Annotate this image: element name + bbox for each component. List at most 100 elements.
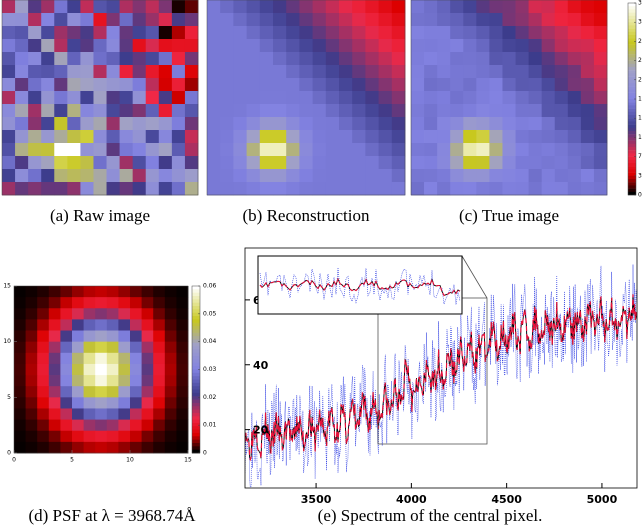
heatmap-cell bbox=[411, 104, 425, 118]
heatmap-cell bbox=[286, 117, 300, 131]
heatmap-cell bbox=[95, 341, 108, 354]
heatmap-cell bbox=[567, 26, 582, 40]
heatmap-cell bbox=[246, 130, 261, 144]
heatmap-cell bbox=[593, 0, 608, 14]
heatmap-cell bbox=[48, 408, 61, 420]
heatmap-cell bbox=[220, 169, 234, 183]
heatmap-cell bbox=[95, 430, 108, 443]
heatmap-cell bbox=[119, 13, 134, 27]
heatmap-cell bbox=[106, 156, 120, 170]
heatmap-cell bbox=[106, 130, 120, 144]
heatmap-cell bbox=[391, 39, 406, 53]
colorbar-tick-label: 0.02 bbox=[203, 394, 217, 401]
heatmap-cell bbox=[14, 419, 26, 432]
heatmap-cell bbox=[25, 341, 38, 354]
heatmap-cell bbox=[378, 104, 393, 118]
heatmap-cell bbox=[80, 39, 94, 53]
colorbar-step bbox=[628, 15, 636, 20]
heatmap-cell bbox=[72, 341, 84, 354]
heatmap-cell bbox=[141, 419, 154, 432]
colorbar-step bbox=[628, 159, 636, 164]
heatmap-cell bbox=[273, 39, 287, 53]
colorbar-step bbox=[192, 339, 200, 344]
heatmap-cell bbox=[502, 104, 516, 118]
caption: (b) Reconstruction bbox=[243, 206, 370, 225]
heatmap-cell bbox=[176, 419, 189, 432]
heatmap-cell bbox=[130, 430, 142, 443]
heatmap-cell bbox=[141, 375, 154, 387]
colorbar-step bbox=[192, 439, 200, 444]
heatmap-cell bbox=[54, 39, 68, 53]
heatmap-cell bbox=[259, 182, 274, 196]
heatmap-cell bbox=[106, 286, 119, 298]
heatmap-cell bbox=[391, 91, 406, 105]
heatmap-cell bbox=[145, 26, 160, 40]
heatmap-cell bbox=[106, 341, 119, 354]
heatmap-cell bbox=[54, 117, 68, 131]
heatmap-cell bbox=[541, 130, 556, 144]
heatmap-cell bbox=[141, 308, 154, 320]
heatmap-cell bbox=[145, 13, 160, 27]
heatmap-cell bbox=[158, 39, 173, 53]
colorbar-tick-label: 0 bbox=[203, 450, 207, 457]
heatmap-cell bbox=[72, 308, 84, 320]
heatmap-cell bbox=[83, 375, 96, 387]
heatmap-cell bbox=[593, 65, 608, 79]
heatmap-cell bbox=[220, 117, 234, 131]
heatmap-cell bbox=[48, 419, 61, 432]
heatmap-cell bbox=[437, 0, 451, 14]
heatmap-cell bbox=[502, 91, 516, 105]
heatmap-cell bbox=[41, 13, 55, 27]
heatmap-cell bbox=[220, 156, 234, 170]
heatmap-cell bbox=[352, 78, 366, 92]
heatmap-cell bbox=[54, 26, 68, 40]
heatmap-cell bbox=[259, 39, 274, 53]
heatmap-cell bbox=[567, 52, 582, 66]
heatmap-cell bbox=[580, 117, 595, 131]
heatmap-cell bbox=[60, 386, 73, 398]
heatmap-cell bbox=[93, 130, 107, 144]
heatmap-cell bbox=[312, 156, 327, 170]
heatmap-cell bbox=[93, 91, 107, 105]
heatmap-cell bbox=[72, 408, 84, 420]
heatmap-cell bbox=[273, 52, 287, 66]
heatmap-cell bbox=[515, 104, 529, 118]
heatmap-cell bbox=[37, 308, 50, 320]
heatmap-cell bbox=[118, 419, 131, 432]
heatmap-cell bbox=[153, 397, 166, 409]
heatmap-cell bbox=[164, 397, 177, 409]
heatmap-cell bbox=[391, 104, 406, 118]
heatmap-cell bbox=[286, 65, 300, 79]
colorbar-step bbox=[192, 416, 200, 420]
heatmap-cell bbox=[130, 352, 142, 365]
heatmap-cell bbox=[60, 419, 73, 432]
heatmap-cell bbox=[106, 65, 120, 79]
heatmap-cell bbox=[502, 26, 516, 40]
heatmap-cell bbox=[153, 330, 166, 343]
heatmap-cell bbox=[119, 104, 134, 118]
heatmap-cell bbox=[95, 297, 108, 309]
heatmap-cell bbox=[80, 169, 94, 183]
heatmap-cell bbox=[233, 52, 247, 66]
heatmap-cell bbox=[119, 182, 134, 196]
heatmap-cell bbox=[207, 91, 221, 105]
heatmap-cell bbox=[528, 65, 543, 79]
heatmap-cell bbox=[411, 169, 425, 183]
colorbar-step bbox=[628, 118, 636, 122]
heatmap-cell bbox=[502, 78, 516, 92]
heatmap-cell bbox=[93, 169, 107, 183]
heatmap-cell bbox=[424, 39, 438, 53]
heatmap-cell bbox=[2, 130, 16, 144]
heatmap-cell bbox=[273, 104, 287, 118]
heatmap-cell bbox=[118, 352, 131, 365]
heatmap-cell bbox=[106, 419, 119, 432]
heatmap-cell bbox=[593, 143, 608, 157]
heatmap-cell bbox=[207, 169, 221, 183]
heatmap-cell bbox=[463, 39, 477, 53]
colorbar-step bbox=[628, 185, 636, 189]
heatmap-cell bbox=[145, 0, 160, 14]
heatmap-cell bbox=[119, 65, 134, 79]
heatmap-cell bbox=[60, 430, 73, 443]
heatmap-cell bbox=[325, 182, 340, 196]
heatmap-cell bbox=[72, 375, 84, 387]
